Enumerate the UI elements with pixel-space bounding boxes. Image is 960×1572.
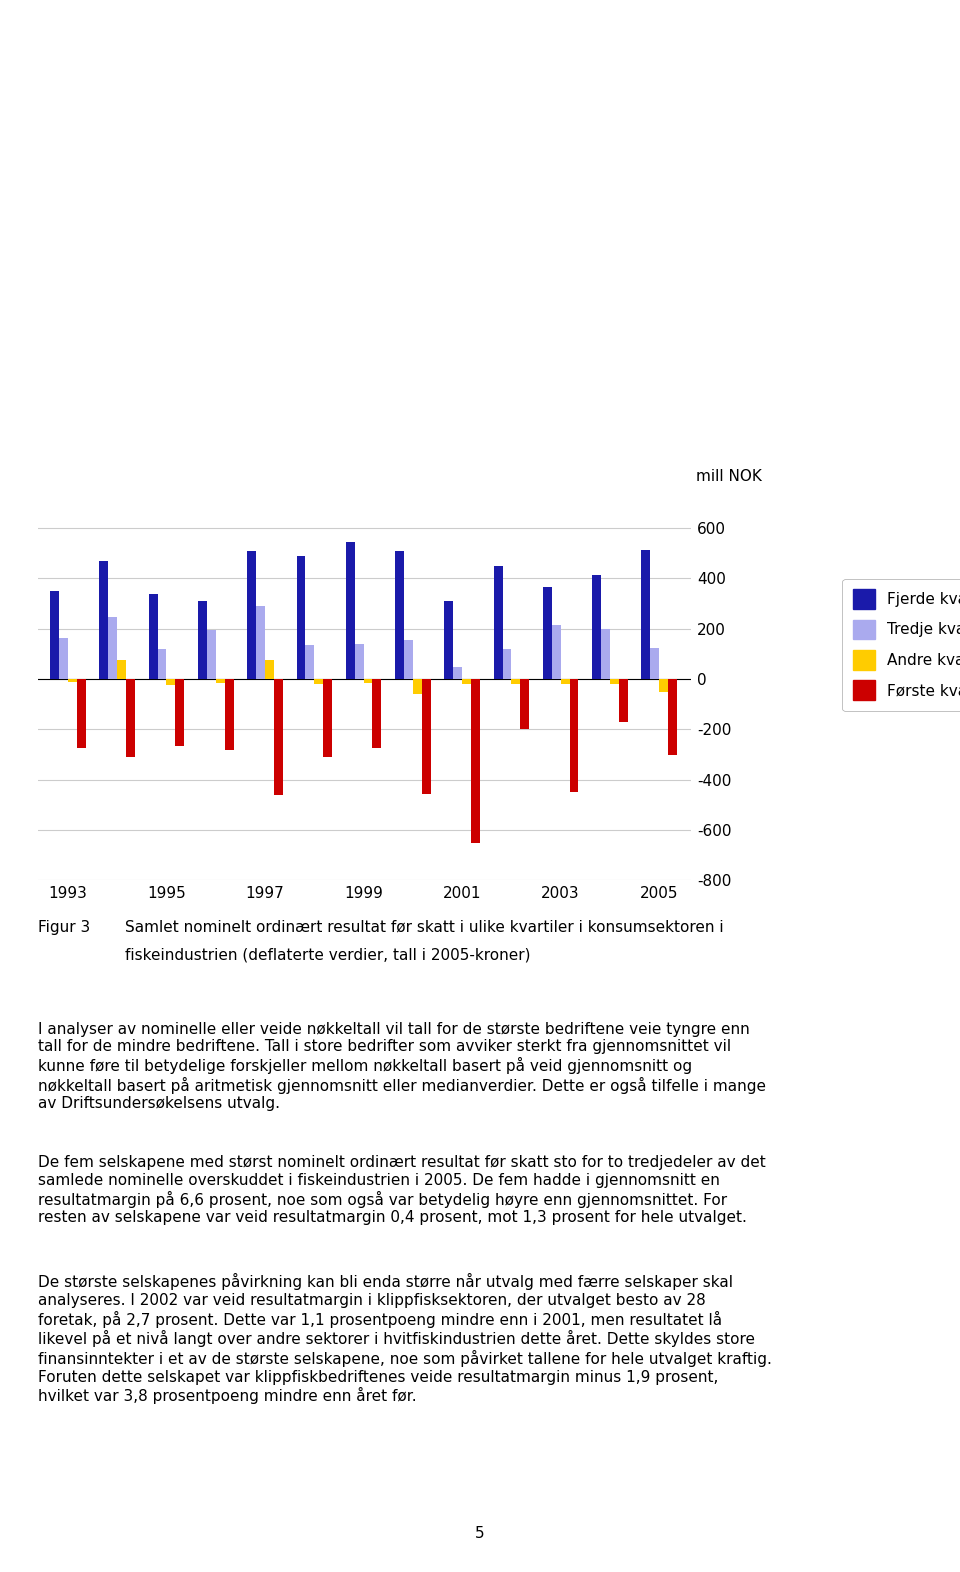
Bar: [561, 679, 569, 684]
Bar: [462, 679, 471, 684]
Text: mill NOK: mill NOK: [696, 468, 762, 484]
Bar: [346, 542, 354, 679]
Bar: [396, 550, 404, 679]
Bar: [543, 588, 552, 679]
Bar: [126, 679, 135, 758]
Bar: [413, 679, 421, 695]
Bar: [176, 679, 184, 745]
Bar: [569, 679, 578, 792]
Bar: [166, 679, 176, 685]
Bar: [444, 601, 453, 679]
Text: De største selskapenes påvirkning kan bli enda større når utvalg med færre selsk: De største selskapenes påvirkning kan bl…: [38, 1273, 772, 1404]
Bar: [50, 591, 60, 679]
Bar: [493, 566, 502, 679]
Bar: [297, 556, 305, 679]
Bar: [207, 630, 216, 679]
Bar: [520, 679, 529, 729]
Bar: [108, 618, 117, 679]
Bar: [471, 679, 480, 843]
Bar: [68, 679, 77, 682]
Bar: [216, 679, 225, 682]
Bar: [502, 649, 512, 679]
Bar: [248, 550, 256, 679]
Legend: Fjerde kvartil, Tredje kvartil, Andre kvartil, Første kvartil: Fjerde kvartil, Tredje kvartil, Andre kv…: [843, 578, 960, 711]
Bar: [668, 679, 677, 755]
Bar: [314, 679, 324, 684]
Text: fiskeindustrien (deflaterte verdier, tall i 2005-kroner): fiskeindustrien (deflaterte verdier, tal…: [125, 948, 530, 964]
Bar: [77, 679, 85, 748]
Bar: [421, 679, 431, 794]
Bar: [641, 550, 650, 679]
Bar: [592, 575, 601, 679]
Bar: [610, 679, 619, 684]
Bar: [552, 626, 561, 679]
Bar: [117, 660, 126, 679]
Bar: [660, 679, 668, 692]
Bar: [198, 601, 207, 679]
Bar: [305, 645, 314, 679]
Bar: [372, 679, 381, 748]
Bar: [404, 640, 413, 679]
Bar: [274, 679, 283, 795]
Bar: [157, 649, 166, 679]
Bar: [100, 561, 108, 679]
Bar: [149, 594, 157, 679]
Bar: [256, 607, 265, 679]
Bar: [453, 667, 462, 679]
Bar: [354, 645, 364, 679]
Bar: [324, 679, 332, 758]
Bar: [619, 679, 628, 722]
Text: De fem selskapene med størst nominelt ordinært resultat før skatt sto for to tre: De fem selskapene med størst nominelt or…: [38, 1155, 766, 1225]
Bar: [650, 648, 660, 679]
Text: I analyser av nominelle eller veide nøkkeltall vil tall for de største bedriften: I analyser av nominelle eller veide nøkk…: [38, 1022, 766, 1111]
Text: Samlet nominelt ordinært resultat før skatt i ulike kvartiler i konsumsektoren i: Samlet nominelt ordinært resultat før sk…: [125, 920, 724, 935]
Bar: [601, 629, 610, 679]
Bar: [60, 638, 68, 679]
Bar: [364, 679, 372, 682]
Text: 5: 5: [475, 1525, 485, 1541]
Text: Figur 3: Figur 3: [38, 920, 90, 935]
Bar: [512, 679, 520, 684]
Bar: [225, 679, 233, 750]
Bar: [265, 660, 274, 679]
